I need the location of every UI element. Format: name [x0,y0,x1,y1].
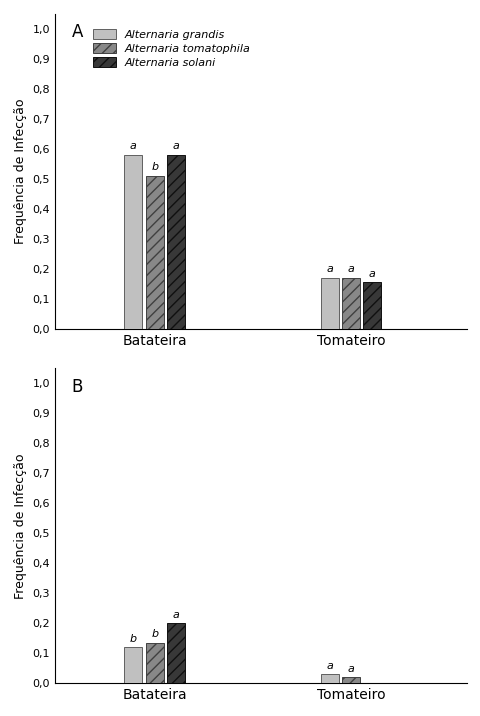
Text: a: a [325,264,333,274]
Bar [341,278,359,329]
Bar [167,624,185,683]
Bar [145,643,163,683]
Bar [362,282,381,329]
Bar [124,647,142,683]
Bar [320,674,338,683]
Y-axis label: Frequência de Infecção: Frequência de Infecção [14,453,27,599]
Bar [124,155,142,329]
Bar [320,278,338,329]
Text: a: a [347,664,354,674]
Bar [167,155,185,329]
Text: b: b [151,163,158,173]
Text: a: a [347,264,354,274]
Text: a: a [172,141,179,151]
Bar [341,677,359,683]
Text: a: a [368,268,375,279]
Bar [145,176,163,329]
Text: a: a [325,661,333,671]
Y-axis label: Frequência de Infecção: Frequência de Infecção [14,99,27,244]
Text: a: a [172,610,179,619]
Text: A: A [71,24,83,42]
Legend: Alternaria grandis, Alternaria tomatophila, Alternaria solani: Alternaria grandis, Alternaria tomatophi… [93,29,250,68]
Text: B: B [71,378,83,396]
Text: b: b [130,634,137,644]
Text: a: a [130,141,137,151]
Text: b: b [151,629,158,639]
